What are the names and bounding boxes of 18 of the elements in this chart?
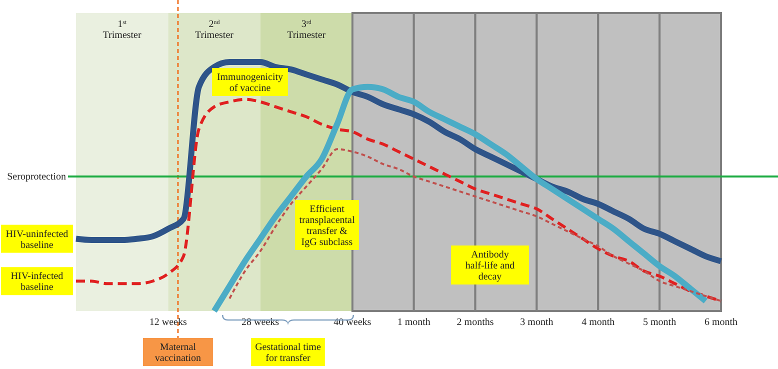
annotation: Antibody half-life and decay: [465, 250, 515, 282]
x-tick-label: 3 month: [520, 317, 554, 328]
annotation: Efficient transplacental transfer & IgG subclass: [299, 204, 355, 248]
series-label: HIV-uninfected baseline: [6, 228, 68, 251]
x-tick-label: 1 month: [397, 317, 430, 328]
x-tick-label: 4 month: [582, 317, 615, 328]
text: 2$^{nd}$ Trimester: [194, 19, 234, 41]
x-tick-label: 12 weeks: [149, 317, 187, 328]
annotation: Immunogenicity of vaccine: [216, 72, 284, 94]
ref-line-label: Seroprotection: [7, 172, 66, 183]
text: 3$^{rd}$ Trimester: [287, 19, 326, 41]
x-tick-label: 2 months: [456, 317, 494, 328]
x-tick-label: 6 month: [704, 317, 738, 328]
x-tick-label: 5 month: [643, 317, 676, 328]
series-label: HIV-infected baseline: [10, 271, 64, 294]
text: 1$^{st}$ Trimester: [102, 19, 142, 41]
text: Maternal vaccination: [154, 342, 202, 364]
text: Gestational time for transfer: [255, 342, 322, 364]
